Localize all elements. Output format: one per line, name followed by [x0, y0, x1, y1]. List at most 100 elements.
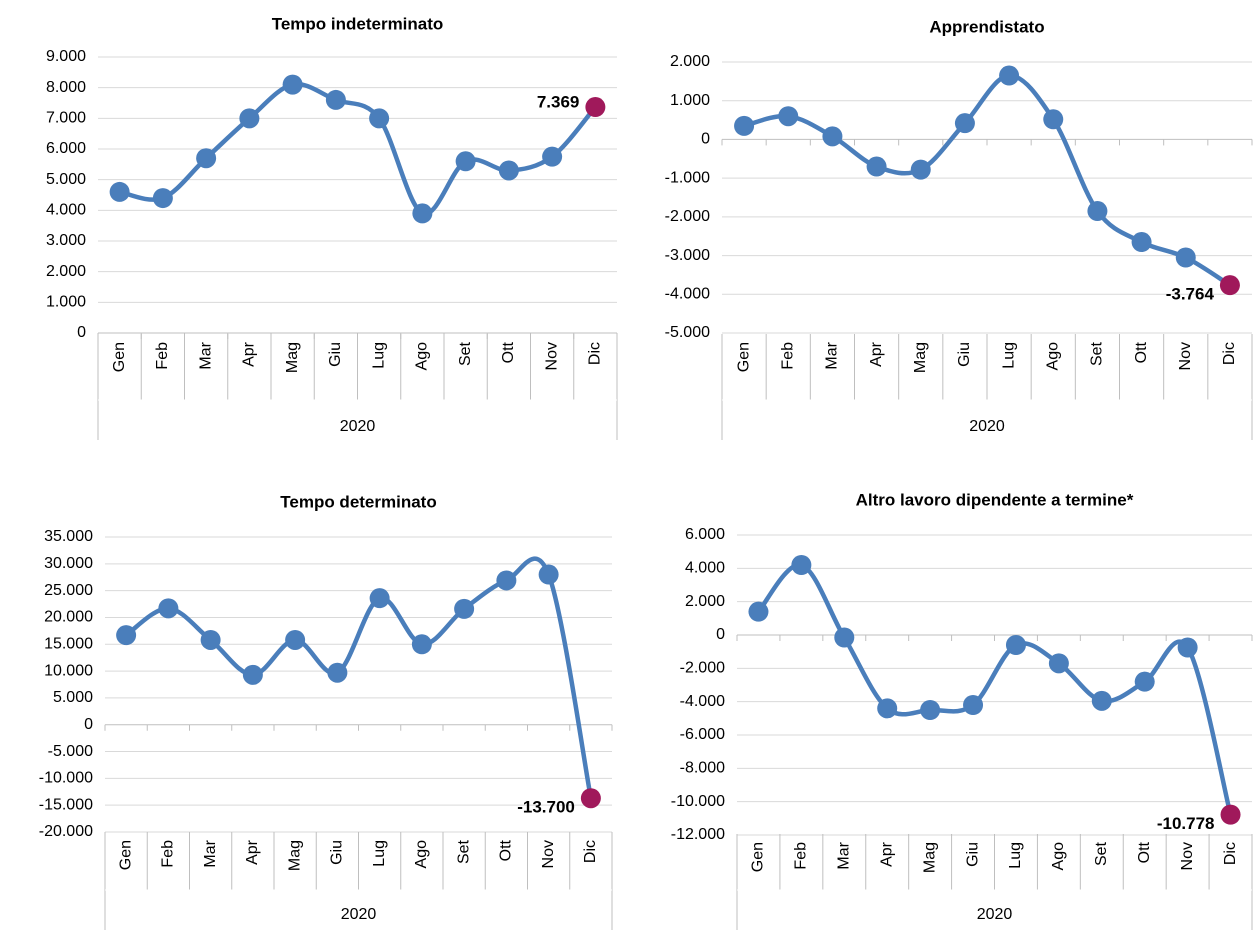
chart-title: Altro lavoro dipendente a termine* [856, 490, 1134, 509]
point [116, 625, 137, 646]
y-tick-label: -2.000 [680, 660, 725, 677]
y-tick-label: 4.000 [46, 202, 86, 219]
y-tick-label: 15.000 [44, 635, 93, 652]
point [1219, 275, 1240, 296]
y-tick-label: 3.000 [46, 232, 86, 249]
x-tick-label: Gen [750, 842, 767, 872]
x-tick-label: Feb [160, 840, 177, 868]
x-tick-label: Ago [414, 342, 431, 371]
value-label: -13.700 [517, 798, 575, 817]
y-tick-label: -5.000 [665, 324, 710, 341]
chart-title: Tempo indeterminato [272, 14, 444, 33]
point [877, 698, 898, 719]
y-tick-label: 2.000 [670, 53, 710, 70]
point [910, 159, 931, 180]
y-tick-label: 9.000 [46, 48, 86, 65]
point [109, 181, 130, 202]
value-label: -3.764 [1166, 285, 1215, 304]
x-tick-label: Set [1089, 341, 1106, 366]
point [791, 555, 812, 575]
y-tick-label: 30.000 [44, 555, 93, 572]
y-tick-label: -5.000 [48, 743, 93, 760]
x-tick-label: Ott [1133, 341, 1150, 363]
y-tick-label: 2.000 [46, 263, 86, 280]
y-tick-label: 2.000 [685, 593, 725, 610]
x-tick-label: Apr [868, 341, 885, 367]
x-tick-label: Giu [329, 840, 346, 865]
point [542, 146, 563, 167]
x-tick-label: Mag [921, 842, 938, 873]
x-tick-label: Lug [1000, 342, 1017, 369]
point [242, 664, 263, 685]
x-tick-label: Nov [540, 840, 557, 868]
x-tick-label: Ott [500, 341, 517, 363]
x-tick-label: Mag [284, 342, 301, 373]
point [822, 126, 843, 147]
point [866, 156, 887, 177]
y-tick-label: 0 [77, 324, 86, 341]
y-tick-label: 5.000 [46, 171, 86, 188]
point [1175, 247, 1196, 268]
y-tick-label: 6.000 [685, 526, 725, 543]
y-tick-label: -3.000 [665, 247, 710, 264]
y-tick-label: 25.000 [44, 582, 93, 599]
point [412, 203, 433, 224]
point [239, 108, 260, 129]
chart-title: Tempo determinato [280, 492, 436, 511]
y-tick-label: 1.000 [46, 294, 86, 311]
point [778, 106, 799, 127]
point [327, 662, 348, 683]
point [1048, 653, 1069, 674]
group-label: 2020 [341, 906, 377, 923]
point [748, 601, 769, 622]
chart-title: Apprendistato [929, 17, 1044, 36]
point [1220, 804, 1241, 825]
x-tick-label: Gen [735, 342, 752, 372]
x-tick-label: Ago [413, 840, 430, 869]
x-tick-label: Mar [824, 341, 841, 369]
group-label: 2020 [340, 418, 376, 435]
y-tick-label: 0 [716, 626, 725, 643]
point [496, 570, 517, 591]
y-tick-label: 7.000 [46, 110, 86, 127]
y-tick-label: 35.000 [44, 528, 93, 545]
x-tick-label: Dic [1222, 842, 1239, 865]
point [498, 160, 519, 181]
x-tick-label: Apr [244, 839, 261, 865]
x-tick-label: Mar [836, 841, 853, 869]
x-tick-label: Nov [1177, 342, 1194, 370]
y-tick-label: -2.000 [665, 208, 710, 225]
x-tick-label: Set [457, 341, 474, 366]
value-label: 7.369 [537, 93, 580, 112]
point [200, 629, 221, 650]
x-tick-label: Ago [1050, 842, 1067, 871]
point [454, 598, 475, 619]
point [325, 89, 346, 110]
point [282, 74, 303, 95]
point [196, 148, 217, 169]
chart: Altro lavoro dipendente a termine* -12.00… [671, 490, 1253, 930]
x-tick-label: Lug [1007, 842, 1024, 869]
y-tick-label: -4.000 [665, 286, 710, 303]
value-label: -10.778 [1157, 814, 1215, 833]
point [369, 108, 390, 129]
x-tick-label: Ott [1136, 841, 1153, 863]
point [538, 564, 559, 585]
x-tick-label: Ott [498, 839, 515, 861]
x-tick-label: Ago [1044, 342, 1061, 371]
x-tick-label: Nov [543, 342, 560, 370]
x-tick-label: Mar [197, 341, 214, 369]
point [1134, 671, 1155, 692]
chart: Tempo determinato -20.000 -15.000 -10.000 -5… [39, 492, 613, 930]
point [734, 115, 755, 136]
point [954, 113, 975, 134]
point [411, 634, 432, 655]
x-tick-label: Feb [793, 842, 810, 870]
x-tick-label: Apr [878, 841, 895, 867]
x-tick-label: Lug [371, 840, 388, 867]
x-tick-label: Feb [154, 342, 171, 370]
y-tick-label: -1.000 [665, 169, 710, 186]
chart: Apprendistato -5.000 -4.000 -3.000 -2.000 -1.… [665, 17, 1253, 440]
y-tick-label: -20.000 [39, 823, 93, 840]
